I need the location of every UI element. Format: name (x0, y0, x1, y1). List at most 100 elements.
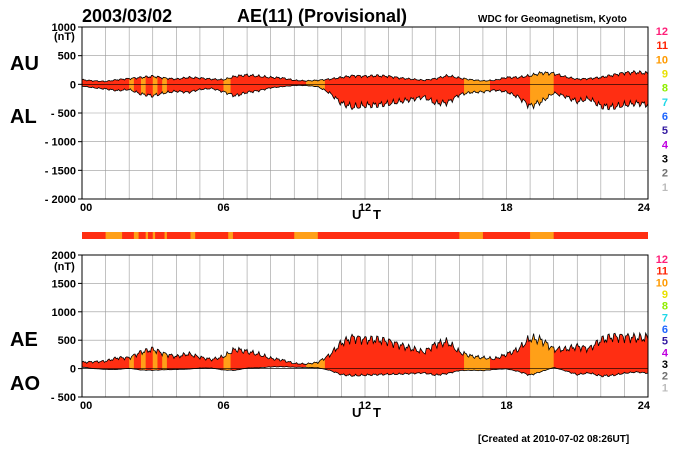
station-scale-5: 5 (662, 125, 668, 137)
y-tick-label: 1000 (52, 307, 76, 319)
station-scale-4: 4 (662, 347, 669, 359)
y-tick-label: - 500 (51, 392, 76, 404)
station-scale-4: 4 (662, 139, 669, 151)
x-tick-label: 18 (500, 400, 512, 412)
station-scale-7: 7 (662, 312, 668, 324)
station-bar-10 (294, 232, 318, 239)
station-scale-12: 12 (656, 254, 668, 266)
station-scale-11: 11 (656, 40, 668, 52)
station-scale-1: 1 (662, 382, 668, 394)
au-al-grid (82, 27, 648, 199)
station-scale-3: 3 (662, 359, 668, 371)
area-band-10-stations (162, 352, 167, 370)
ae-ao-area (81, 331, 649, 378)
station-scale-2: 2 (662, 371, 668, 383)
ae-ao-unit: (nT) (54, 261, 75, 273)
ae-ao-frame (81, 254, 649, 398)
station-scale-2: 2 (662, 168, 668, 180)
x-tick-label: 24 (638, 400, 651, 412)
x-tick-label: 00 (80, 202, 92, 214)
ae-label: AE (10, 329, 38, 351)
station-scale-7: 7 (662, 97, 668, 109)
y-tick-label: - 1000 (45, 137, 76, 149)
station-bar-10 (133, 232, 139, 239)
series-line-ae (81, 331, 649, 366)
area-band-10-stations (140, 348, 146, 371)
x-tick-label: 24 (638, 202, 651, 214)
au-al-y-ticks: 1000 500 0 - 500 - 1000 - 1500 - 2000 (45, 22, 82, 206)
station-scale-1: 1 (662, 182, 668, 194)
station-scale-12: 12 (656, 26, 668, 38)
y-tick-label: - 500 (51, 108, 76, 120)
ae-ao-grid (82, 255, 648, 397)
ae-ao-xlabel: U T (352, 405, 385, 420)
au-al-unit: (nT) (54, 31, 75, 43)
area-band-10-stations (223, 77, 231, 95)
y-tick-label: 0 (70, 79, 76, 91)
area-band-10-stations (306, 79, 325, 91)
station-scale-6: 6 (662, 324, 668, 336)
station-bar-10 (459, 232, 483, 239)
station-bar-10 (190, 232, 196, 239)
plot-title: AE(11) (Provisional) (237, 6, 407, 26)
series-line-ao (81, 365, 649, 378)
area-band-10-stations (162, 77, 167, 94)
station-scale-8: 8 (662, 301, 668, 313)
series-line-al (81, 84, 649, 111)
station-scale-6: 6 (662, 111, 668, 123)
y-tick-label: - 1500 (45, 165, 76, 177)
y-tick-label: 500 (58, 335, 76, 347)
plot-date: 2003/03/02 (82, 6, 172, 26)
ao-label: AO (10, 373, 40, 395)
au-al-station-scale: 12 11 10 9 8 7 6 5 4 3 2 1 (656, 26, 669, 194)
station-scale-3: 3 (662, 154, 668, 166)
station-scale-5: 5 (662, 336, 668, 348)
station-scale-10: 10 (656, 277, 668, 289)
area-band-10-stations (464, 77, 490, 96)
area-band-10-stations (223, 351, 231, 371)
y-tick-label: 2000 (52, 250, 76, 262)
area-band-10-stations (464, 351, 490, 371)
x-tick-label: 00 (80, 400, 92, 412)
area-band-10-stations (306, 358, 325, 370)
x-tick-label: 18 (500, 202, 512, 214)
area-band-10-stations (152, 75, 158, 98)
area-band-10-stations (530, 71, 554, 109)
y-tick-label: - 2000 (45, 194, 76, 206)
station-bar-10 (152, 232, 156, 239)
station-bar-10 (228, 232, 233, 239)
series-line-au (81, 70, 649, 83)
x-tick-label: 12 (359, 400, 371, 412)
y-tick-label: 500 (58, 51, 76, 63)
area-band-10-stations (140, 76, 146, 97)
station-scale-8: 8 (662, 83, 668, 95)
x-tick-label: 12 (359, 202, 371, 214)
au-label: AU (10, 53, 39, 75)
plot-organization: WDC for Geomagnetism, Kyoto (478, 14, 627, 25)
station-bar-10 (530, 232, 554, 239)
station-scale-9: 9 (662, 289, 668, 301)
station-scale-10: 10 (656, 54, 668, 66)
x-tick-label: 06 (217, 400, 229, 412)
station-scale-9: 9 (662, 69, 668, 81)
station-bar-10 (164, 232, 167, 239)
station-bar-10 (105, 232, 123, 239)
station-bar-10 (145, 232, 149, 239)
au-al-x-ticks: 00 06 12 18 24 (80, 202, 651, 214)
x-tick-label: 06 (217, 202, 229, 214)
y-tick-label: 1500 (52, 278, 76, 290)
au-al-area (81, 70, 649, 111)
created-timestamp: [Created at 2010-07-02 08:26UT] (478, 434, 629, 445)
y-tick-label: 1000 (52, 22, 76, 34)
station-scale-11: 11 (656, 266, 668, 278)
al-label: AL (10, 106, 37, 128)
area-band-10-stations (152, 347, 158, 371)
station-bar-11 (82, 232, 648, 239)
area-band-10-stations (129, 354, 134, 370)
au-al-xlabel: U T (352, 207, 385, 222)
